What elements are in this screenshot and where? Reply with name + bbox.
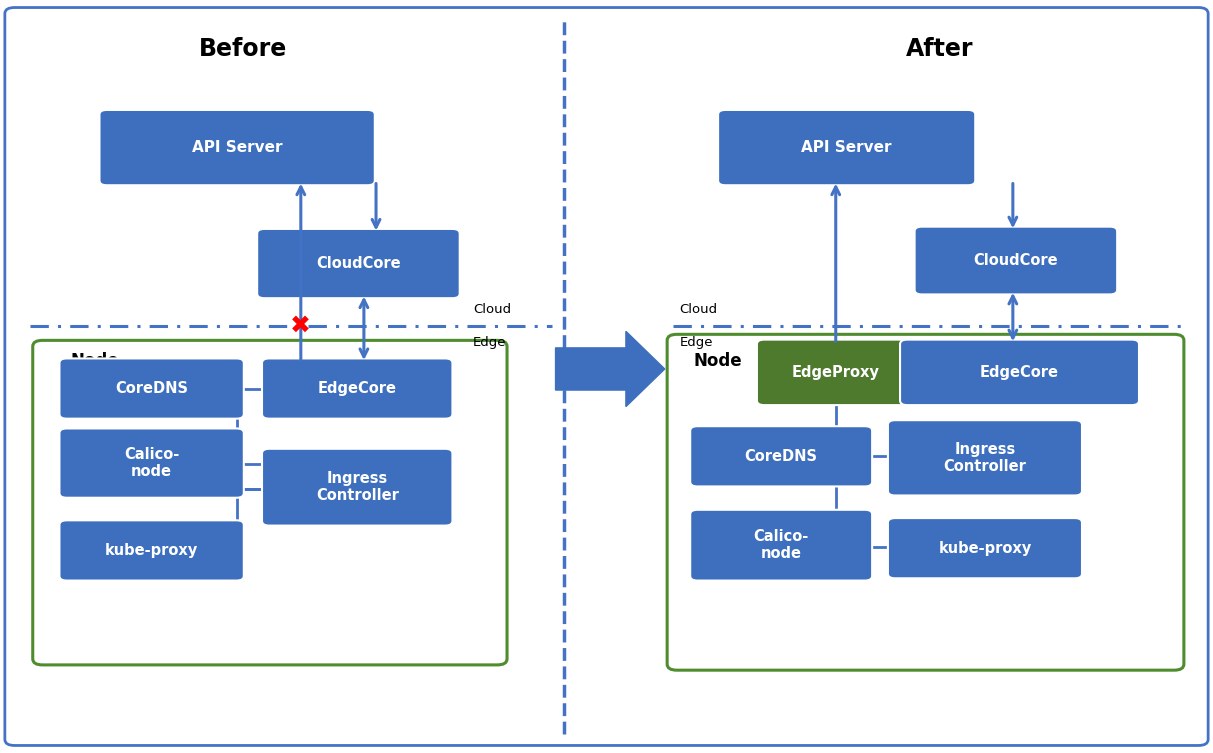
Text: CloudCore: CloudCore [317, 256, 400, 271]
Text: Edge: Edge [679, 336, 713, 349]
Text: Cloud: Cloud [679, 303, 717, 316]
FancyBboxPatch shape [690, 426, 872, 486]
FancyBboxPatch shape [888, 518, 1082, 578]
Text: kube-proxy: kube-proxy [106, 543, 198, 558]
Text: EdgeCore: EdgeCore [318, 381, 397, 396]
Text: Cloud: Cloud [473, 303, 511, 316]
Text: API Server: API Server [802, 140, 892, 155]
FancyBboxPatch shape [59, 428, 244, 498]
Text: Ingress
Controller: Ingress Controller [944, 441, 1026, 474]
Text: After: After [906, 37, 974, 61]
FancyBboxPatch shape [99, 110, 375, 185]
FancyBboxPatch shape [900, 340, 1139, 405]
Text: API Server: API Server [192, 140, 283, 155]
Text: ✖: ✖ [290, 314, 312, 338]
FancyBboxPatch shape [718, 110, 975, 185]
Text: Node: Node [70, 352, 119, 370]
Text: CloudCore: CloudCore [974, 253, 1058, 268]
FancyBboxPatch shape [757, 340, 915, 405]
FancyBboxPatch shape [667, 334, 1184, 670]
Text: EdgeProxy: EdgeProxy [792, 365, 879, 380]
Text: Before: Before [199, 37, 286, 61]
FancyBboxPatch shape [690, 510, 872, 581]
Text: EdgeCore: EdgeCore [980, 365, 1059, 380]
Text: CoreDNS: CoreDNS [115, 381, 188, 396]
Text: Ingress
Controller: Ingress Controller [315, 471, 399, 504]
FancyBboxPatch shape [257, 229, 460, 298]
Text: CoreDNS: CoreDNS [745, 449, 818, 464]
Text: kube-proxy: kube-proxy [939, 541, 1031, 556]
FancyBboxPatch shape [262, 449, 452, 526]
Text: Edge: Edge [473, 336, 507, 349]
FancyBboxPatch shape [5, 8, 1208, 745]
Text: Calico-
node: Calico- node [753, 529, 809, 562]
FancyBboxPatch shape [915, 227, 1117, 294]
Text: Calico-
node: Calico- node [124, 447, 180, 480]
FancyBboxPatch shape [59, 358, 244, 419]
FancyBboxPatch shape [262, 358, 452, 419]
FancyBboxPatch shape [33, 340, 507, 665]
Text: Node: Node [694, 352, 742, 370]
FancyBboxPatch shape [59, 520, 244, 581]
FancyBboxPatch shape [888, 420, 1082, 495]
Polygon shape [556, 331, 665, 407]
